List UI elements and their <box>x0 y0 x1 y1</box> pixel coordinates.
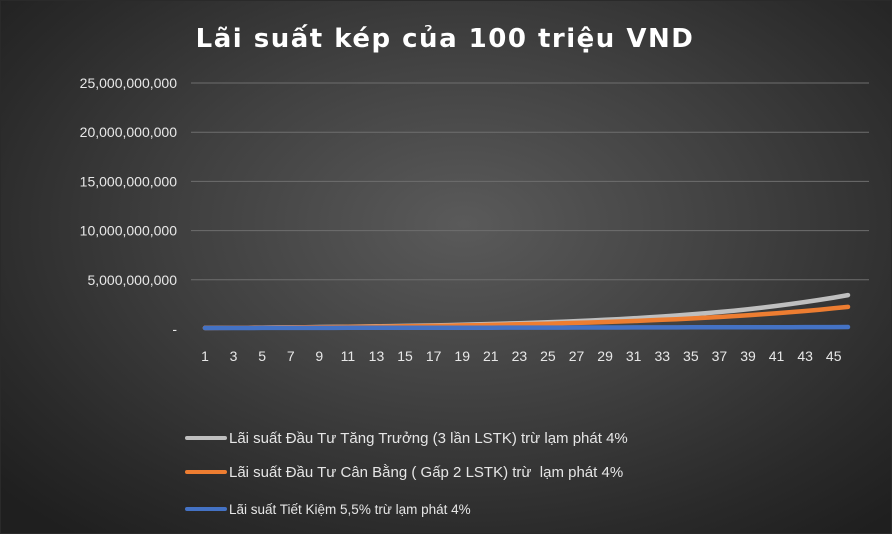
x-tick-label: 1 <box>201 348 209 364</box>
y-axis-tick-labels: - 5,000,000,000 10,000,000,000 15,000,000,0… <box>80 75 178 337</box>
x-tick-label: 19 <box>454 348 470 364</box>
y-tick-label: - <box>172 321 177 337</box>
x-tick-label: 17 <box>426 348 442 364</box>
x-tick-label: 23 <box>512 348 528 364</box>
gridlines <box>191 82 869 281</box>
legend-label-1: Lãi suất Đầu Tư Tăng Trưởng (3 lần LSTK)… <box>229 430 628 447</box>
x-tick-label: 41 <box>769 348 785 364</box>
x-tick-label: 15 <box>397 348 413 364</box>
x-tick-label: 45 <box>826 348 842 364</box>
x-axis-tick-labels: 1 3 5 7 9 11 13 15 17 19 21 23 25 27 29 31 33 35 37 39 41 43 4… <box>201 348 842 364</box>
x-tick-label: 3 <box>230 348 238 364</box>
y-tick-label: 25,000,000,000 <box>80 75 178 91</box>
legend-label-3: Lãi suất Tiết Kiệm 5,5% trừ lạm phát 4% <box>229 502 471 517</box>
x-tick-label: 39 <box>740 348 756 364</box>
y-tick-label: 15,000,000,000 <box>80 173 178 189</box>
x-tick-label: 27 <box>569 348 585 364</box>
x-tick-label: 11 <box>341 348 356 364</box>
series-line-3 <box>202 324 851 331</box>
x-tick-label: 43 <box>797 348 813 364</box>
y-tick-label: 20,000,000,000 <box>80 124 178 140</box>
y-tick-label: 10,000,000,000 <box>80 223 178 239</box>
x-tick-label: 21 <box>483 348 499 364</box>
y-tick-label: 5,000,000,000 <box>87 272 177 288</box>
x-tick-label: 7 <box>287 348 295 364</box>
x-tick-label: 35 <box>683 348 699 364</box>
x-tick-label: 29 <box>597 348 613 364</box>
x-tick-label: 9 <box>315 348 323 364</box>
chart-title: Lãi suất kép của 100 triệu VND <box>196 23 695 54</box>
x-tick-label: 33 <box>654 348 670 364</box>
x-tick-label: 5 <box>258 348 266 364</box>
x-tick-label: 25 <box>540 348 556 364</box>
x-tick-label: 31 <box>626 348 642 364</box>
series-lines <box>202 292 851 331</box>
x-tick-label: 37 <box>712 348 728 364</box>
x-tick-label: 13 <box>369 348 385 364</box>
legend-label-2: Lãi suất Đầu Tư Cân Bằng ( Gấp 2 LSTK) t… <box>229 464 623 481</box>
legend: Lãi suất Đầu Tư Tăng Trưởng (3 lần LSTK)… <box>185 430 628 517</box>
